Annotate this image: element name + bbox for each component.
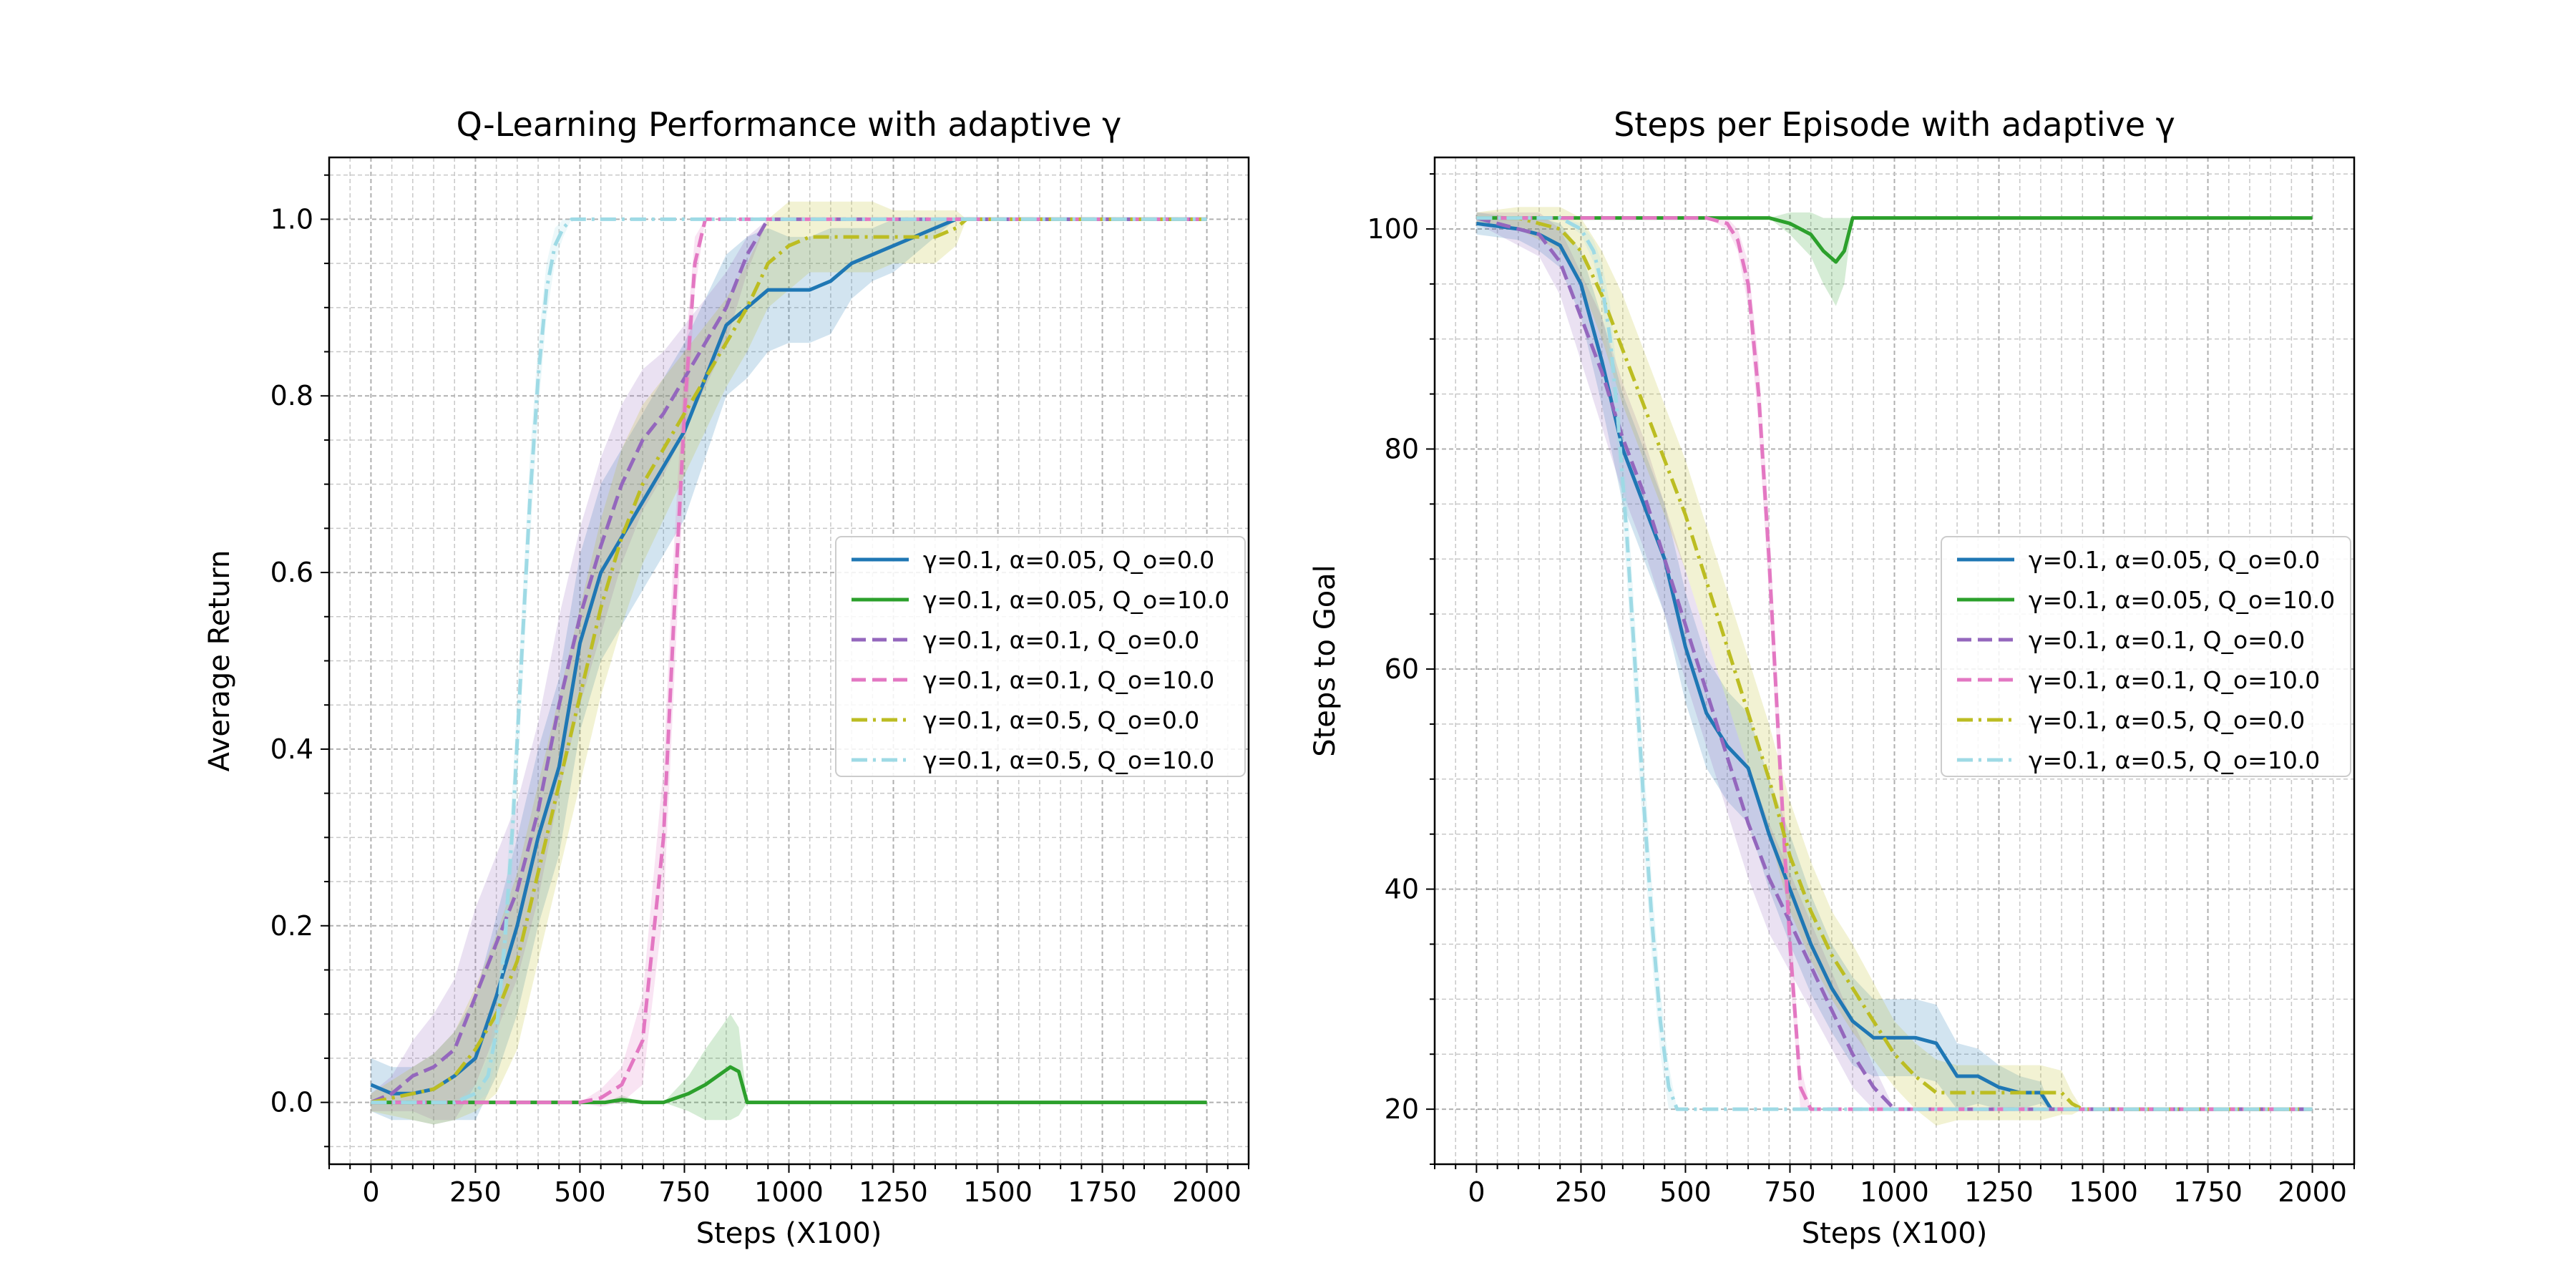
legend-box [1941, 536, 2351, 777]
legend-label-3: γ=0.1, α=0.1, Q_o=10.0 [2029, 666, 2320, 694]
band-series-0 [371, 219, 1207, 1125]
chart-title: Steps per Episode with adaptive γ [1614, 105, 2175, 144]
y-tick-label: 0.0 [270, 1087, 313, 1118]
legend-label-4: γ=0.1, α=0.5, Q_o=0.0 [2029, 706, 2305, 734]
series-lines [1475, 216, 2313, 1111]
series-line-3 [1476, 216, 2313, 1111]
y-axis-label: Average Return [203, 550, 236, 772]
x-tick-label: 500 [554, 1176, 606, 1208]
confidence-bands [371, 201, 1207, 1125]
y-tick-label: 0.2 [270, 910, 313, 942]
left-plot-return: 0 250 500 750 1000 1250 1500 1750 20000.00.20.40… [203, 105, 1250, 1250]
y-tick-label: 40 [1385, 874, 1419, 905]
x-tick-label: 0 [1468, 1176, 1485, 1208]
chart-title: Q-Learning Performance with adaptive γ [457, 105, 1122, 144]
y-axis-label: Steps to Goal [1309, 565, 1342, 757]
series-line-4 [1476, 216, 2313, 1111]
legend-label-0: γ=0.1, α=0.05, Q_o=0.0 [2029, 546, 2320, 574]
y-tick-label: 1.0 [270, 203, 313, 235]
series-line-1 [1476, 216, 2313, 264]
y-tick-label: 20 [1385, 1093, 1419, 1125]
legend-label-2: γ=0.1, α=0.1, Q_o=0.0 [923, 626, 1199, 654]
y-tick-label: 0.8 [270, 380, 313, 411]
legend-label-5: γ=0.1, α=0.5, Q_o=10.0 [2029, 746, 2320, 774]
series-line-0 [370, 217, 1207, 1096]
series-lines [370, 217, 1207, 1105]
x-axis-label: Steps (X100) [696, 1217, 882, 1250]
x-tick-label: 1750 [1068, 1176, 1137, 1208]
x-axis-label: Steps (X100) [1802, 1217, 1988, 1250]
x-tick-label: 1250 [1964, 1176, 2034, 1208]
y-tick-label: 0.4 [270, 733, 313, 765]
x-tick-label: 1250 [859, 1176, 928, 1208]
x-tick-label: 1000 [1860, 1176, 1929, 1208]
grid [328, 157, 1249, 1164]
x-axis-ticks: 0 250 500 750 1000 1250 1500 1750 2000 [328, 1164, 1249, 1208]
x-tick-label: 0 [362, 1176, 379, 1208]
legend-label-4: γ=0.1, α=0.5, Q_o=0.0 [923, 706, 1199, 734]
legend: γ=0.1, α=0.05, Q_o=0.0 γ=0.1, α=0.05, Q_o… [1941, 536, 2351, 777]
series-line-5 [371, 217, 1207, 1105]
legend-box [835, 536, 1246, 777]
legend-label-0: γ=0.1, α=0.05, Q_o=0.0 [923, 546, 1214, 574]
series-line-5 [1476, 216, 2313, 1111]
x-axis-ticks: 0 250 500 750 1000 1250 1500 1750 2000 [1434, 1164, 2355, 1208]
series-line-2 [370, 217, 1207, 1104]
legend: γ=0.1, α=0.05, Q_o=0.0 γ=0.1, α=0.05, Q_o… [835, 536, 1246, 777]
x-tick-label: 2000 [1172, 1176, 1241, 1208]
legend-label-2: γ=0.1, α=0.1, Q_o=0.0 [2029, 626, 2305, 654]
legend-label-1: γ=0.1, α=0.05, Q_o=10.0 [923, 586, 1229, 614]
legend-label-3: γ=0.1, α=0.1, Q_o=10.0 [923, 666, 1214, 694]
y-axis-ticks: 20 40 60 80 100 [1367, 173, 1435, 1165]
band-series-2 [371, 219, 1207, 1121]
x-tick-label: 1500 [963, 1176, 1033, 1208]
x-tick-label: 1500 [2069, 1176, 2138, 1208]
x-tick-label: 750 [658, 1176, 711, 1208]
series-line-3 [371, 217, 1207, 1105]
y-tick-label: 100 [1367, 213, 1419, 245]
x-tick-label: 1750 [2173, 1176, 2243, 1208]
series-line-0 [1476, 221, 2313, 1111]
x-tick-label: 500 [1659, 1176, 1712, 1208]
x-tick-label: 2000 [2278, 1176, 2347, 1208]
y-tick-label: 80 [1385, 433, 1419, 464]
y-tick-label: 0.6 [270, 557, 313, 588]
series-line-1 [371, 1065, 1207, 1105]
y-tick-label: 60 [1385, 653, 1419, 685]
x-tick-label: 250 [449, 1176, 502, 1208]
x-tick-label: 1000 [754, 1176, 824, 1208]
x-tick-label: 250 [1555, 1176, 1607, 1208]
band-series-4 [371, 201, 1207, 1125]
legend-label-5: γ=0.1, α=0.5, Q_o=10.0 [923, 746, 1214, 774]
series-line-4 [370, 217, 1207, 1105]
x-tick-label: 750 [1764, 1176, 1816, 1208]
y-axis-ticks: 0.0 0.2 0.4 0.6 0.8 1.0 [270, 174, 329, 1148]
legend-label-1: γ=0.1, α=0.05, Q_o=10.0 [2029, 586, 2335, 614]
right-plot-steps: 0 250 500 750 1000 1250 1500 1750 2000 20 40 60 80 10… [1309, 105, 2356, 1250]
